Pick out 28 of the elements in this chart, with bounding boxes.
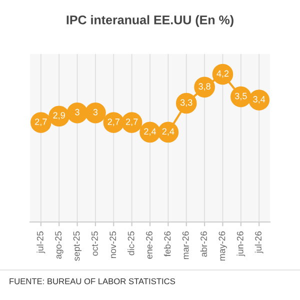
data-label: 3 [93,108,98,116]
x-tick-label: nov-25 [110,231,116,258]
data-label: 2,9 [53,112,65,120]
chart-title: IPC interanual EE.UU (En %) [66,15,234,27]
data-label: 3,5 [234,92,247,100]
x-tick-label: jun-26 [236,231,246,256]
x-tick-label: may-26 [218,231,227,261]
data-label: 2,7 [35,118,47,126]
data-label: 2,7 [126,118,138,126]
x-tick-label: ene-26 [146,231,152,259]
x-tick-label: feb-26 [164,231,171,256]
source-note: FUENTE: BUREAU OF LABOR STATISTICS [10,278,176,284]
x-tick-label: oct-25 [91,231,98,256]
data-label: 3 [75,108,80,116]
x-tick-label: abr-26 [200,231,207,257]
x-tick-label: mar-26 [182,231,189,260]
data-label: 2,4 [162,128,174,136]
data-label: 4,2 [216,70,229,78]
x-tick-label: dic-25 [128,231,134,256]
x-tick-label: sept-25 [73,231,82,261]
data-label: 2,7 [108,118,120,126]
data-label: 3,3 [180,99,192,107]
x-tick-label: jul-25 [36,231,46,254]
x-tick-label: ago-25 [55,231,64,259]
data-label: 3,4 [253,96,266,104]
data-label: 3,8 [198,83,210,91]
x-tick-label: jul-26 [254,231,264,254]
data-label: 2,4 [144,128,156,136]
